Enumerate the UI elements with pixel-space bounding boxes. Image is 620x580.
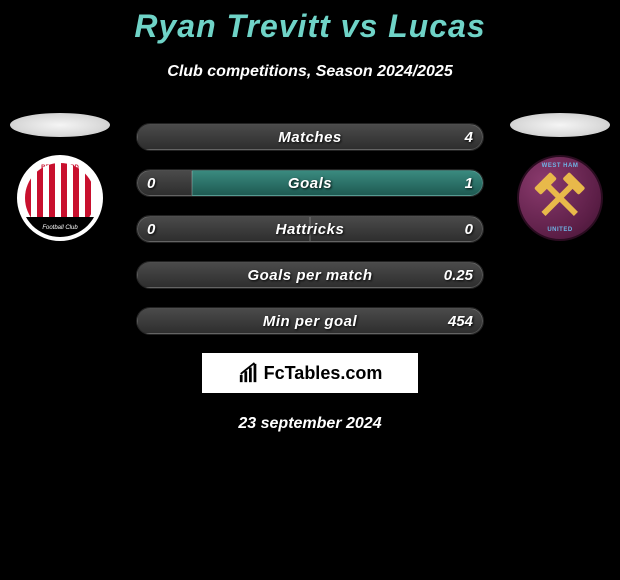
stat-bar: Matches4 bbox=[136, 123, 484, 151]
hammers-icon bbox=[531, 169, 588, 226]
stat-bar: Min per goal454 bbox=[136, 307, 484, 335]
stat-bar: Goals per match0.25 bbox=[136, 261, 484, 289]
stat-value-right: 0.25 bbox=[444, 262, 473, 288]
date-text: 23 september 2024 bbox=[0, 415, 620, 433]
shadow-ellipse-right bbox=[510, 113, 610, 137]
stat-value-right: 0 bbox=[465, 216, 473, 242]
brand-text: FcTables.com bbox=[264, 363, 383, 384]
chart-icon bbox=[238, 362, 260, 384]
player-left-badge-column: BRENTFORD Football Club bbox=[10, 113, 110, 241]
team-crest-right: WEST HAM UNITED bbox=[517, 155, 603, 241]
stat-value-right: 454 bbox=[448, 308, 473, 334]
brand-watermark: FcTables.com bbox=[202, 353, 418, 393]
stat-bar: Hattricks0 0 bbox=[136, 215, 484, 243]
crest-right-top-text: WEST HAM bbox=[519, 163, 601, 169]
stat-value-right: 4 bbox=[465, 124, 473, 150]
stat-label: Goals bbox=[137, 170, 483, 196]
stat-value-left: 0 bbox=[147, 216, 155, 242]
crest-right-bottom-text: UNITED bbox=[519, 227, 601, 233]
crest-left-bottom-text: Football Club bbox=[21, 217, 99, 239]
subtitle: Club competitions, Season 2024/2025 bbox=[0, 63, 620, 81]
team-crest-left: BRENTFORD Football Club bbox=[17, 155, 103, 241]
player-right-badge-column: WEST HAM UNITED bbox=[510, 113, 610, 241]
stat-label: Min per goal bbox=[137, 308, 483, 334]
stat-label: Matches bbox=[137, 124, 483, 150]
stat-value-right: 1 bbox=[465, 170, 473, 196]
stat-label: Hattricks bbox=[137, 216, 483, 242]
stat-bar: Goals0 1 bbox=[136, 169, 484, 197]
stat-bars: Matches4Goals01Hattricks00Goals per matc… bbox=[136, 123, 484, 335]
stat-value-left: 0 bbox=[147, 170, 155, 196]
stats-area: BRENTFORD Football Club WEST HAM UNITED … bbox=[0, 123, 620, 335]
page-title: Ryan Trevitt vs Lucas bbox=[0, 0, 620, 45]
stat-label: Goals per match bbox=[137, 262, 483, 288]
shadow-ellipse-left bbox=[10, 113, 110, 137]
